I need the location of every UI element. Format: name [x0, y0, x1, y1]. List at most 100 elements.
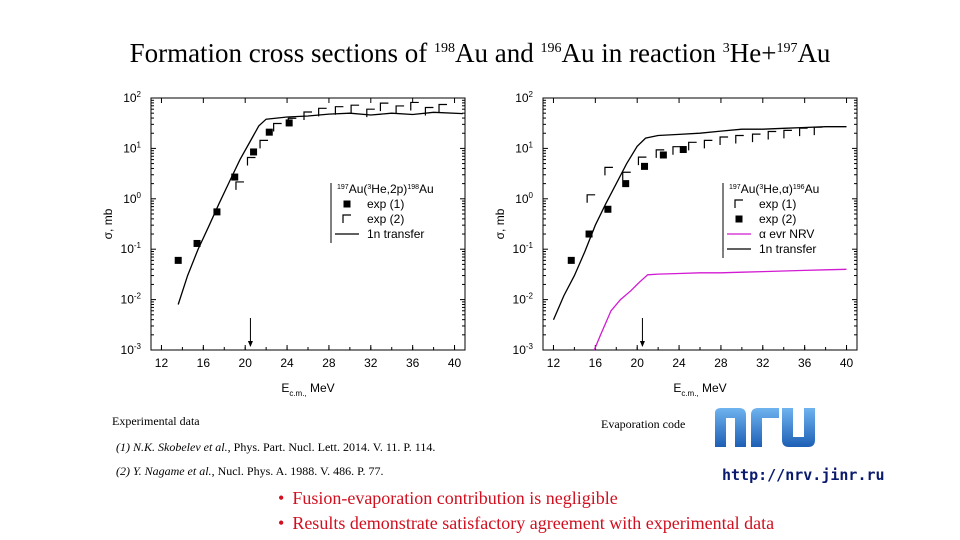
y-axis-label: σ, mb: [101, 208, 115, 239]
data-point-open: [637, 156, 647, 166]
data-point-open: [273, 122, 282, 132]
data-point-open: [586, 194, 596, 203]
bullet-item: Results demonstrate satisfactory agreeme…: [278, 513, 774, 534]
chart-au196: 12 16 20 24 28 32 36 40 10-3 10-2 10-1 100 101 102 Ec.…: [493, 90, 858, 398]
legend-marker-open: [342, 214, 351, 223]
experimental-data-label: Experimental data: [112, 414, 200, 428]
x-tick-label: 24: [280, 356, 294, 370]
conclusions-list: Fusion-evaporation contribution is negli…: [278, 488, 774, 538]
data-point-filled: [604, 205, 612, 213]
legend-label: exp (1): [759, 197, 796, 211]
y-tick-label: 10-3: [121, 342, 142, 357]
series-line-magenta: [593, 268, 847, 351]
data-point-open: [350, 104, 360, 114]
y-tick-label: 102: [123, 90, 141, 105]
logo-letter-r: [751, 408, 779, 447]
data-point-filled: [174, 256, 182, 264]
x-tick-label: 16: [197, 356, 211, 370]
data-point-filled: [250, 148, 258, 156]
x-axis-label: Ec.m., MeV: [673, 381, 726, 398]
data-point-open: [799, 127, 808, 137]
data-point-open: [366, 108, 375, 118]
legend-marker-filled: [343, 200, 351, 208]
data-point-open: [259, 139, 269, 149]
data-point-filled: [265, 128, 273, 136]
data-point-open: [672, 146, 681, 155]
data-point-open: [751, 133, 761, 143]
y-tick-label: 101: [123, 140, 141, 155]
nrv-url-link[interactable]: http://nrv.jinr.ru: [722, 466, 885, 484]
data-point-open: [604, 166, 613, 176]
data-point-open: [655, 149, 665, 158]
data-point-filled: [622, 180, 630, 188]
data-point-open: [318, 107, 327, 117]
data-point-filled: [641, 162, 649, 170]
data-point-open: [719, 136, 729, 146]
x-tick-label: 40: [448, 356, 462, 370]
x-tick-label: 20: [631, 356, 645, 370]
data-point-open: [622, 171, 631, 181]
data-point-open: [395, 105, 405, 114]
data-point-open: [783, 129, 792, 139]
legend-label: 1n transfer: [367, 227, 424, 241]
threshold-arrow-head: [639, 341, 645, 347]
threshold-arrow-head: [247, 341, 253, 347]
logo-letter-n: [715, 408, 746, 447]
y-tick-label: 100: [123, 191, 141, 206]
y-axis-label: σ, mb: [493, 208, 507, 239]
y-tick-label: 101: [515, 140, 533, 155]
x-tick-label: 16: [589, 356, 603, 370]
data-point-open: [235, 181, 244, 190]
x-tick-label: 28: [714, 356, 728, 370]
x-tick-label: 32: [364, 356, 378, 370]
data-point-open: [688, 141, 697, 151]
data-point-open: [813, 126, 823, 136]
data-point-filled: [679, 146, 687, 154]
y-tick-label: 10-1: [513, 241, 534, 256]
plot-frame: [150, 97, 466, 351]
x-tick-label: 28: [322, 356, 336, 370]
data-point-open: [287, 117, 297, 127]
x-tick-label: 36: [406, 356, 420, 370]
x-tick-label: 32: [756, 356, 770, 370]
data-point-open: [334, 106, 344, 115]
legend-title: 197Au(3He,2p)198Au: [337, 182, 434, 196]
plot-frame: [542, 97, 858, 351]
data-point-open: [424, 106, 434, 116]
y-tick-label: 10-2: [513, 292, 534, 307]
chart-au198: 12 16 20 24 28 32 36 40 10-3 10-2 10-1 100 101 102 Ec.…: [101, 90, 466, 398]
legend-marker-open: [734, 199, 743, 208]
data-point-filled: [585, 230, 593, 238]
legend-title: 197Au(3He,α)196Au: [729, 182, 819, 196]
data-point-filled: [659, 151, 667, 159]
x-tick-label: 36: [798, 356, 812, 370]
nrv-logo[interactable]: [713, 405, 819, 449]
series-line-black: [177, 111, 463, 305]
logo-letter-v: [782, 408, 815, 447]
x-axis-label: Ec.m., MeV: [281, 381, 334, 398]
legend-label: exp (1): [367, 197, 404, 211]
y-tick-label: 102: [515, 90, 533, 105]
x-tick-label: 40: [840, 356, 854, 370]
y-tick-label: 10-2: [121, 292, 142, 307]
legend-label: exp (2): [367, 212, 404, 226]
data-point-open: [379, 102, 389, 112]
evaporation-code-label: Evaporation code: [601, 417, 686, 431]
page-title: Formation cross sections of 198Au and 19…: [129, 38, 831, 68]
data-point-open: [246, 156, 256, 166]
y-tick-label: 100: [515, 191, 533, 206]
y-tick-label: 10-1: [121, 241, 142, 256]
x-tick-label: 24: [672, 356, 686, 370]
legend-label: α evr NRV: [759, 227, 814, 241]
data-point-filled: [285, 119, 293, 127]
reference-2: (2) Y. Nagame et al., Nucl. Phys. A. 198…: [116, 464, 384, 478]
data-point-open: [703, 139, 713, 149]
series-line-black: [552, 126, 847, 320]
data-point-filled: [193, 239, 201, 247]
y-tick-label: 10-3: [513, 342, 534, 357]
data-point-open: [303, 111, 312, 120]
legend-label: exp (2): [759, 212, 796, 226]
x-tick-label: 12: [155, 356, 169, 370]
data-point-open: [735, 134, 744, 144]
legend-label: 1n transfer: [759, 242, 816, 256]
